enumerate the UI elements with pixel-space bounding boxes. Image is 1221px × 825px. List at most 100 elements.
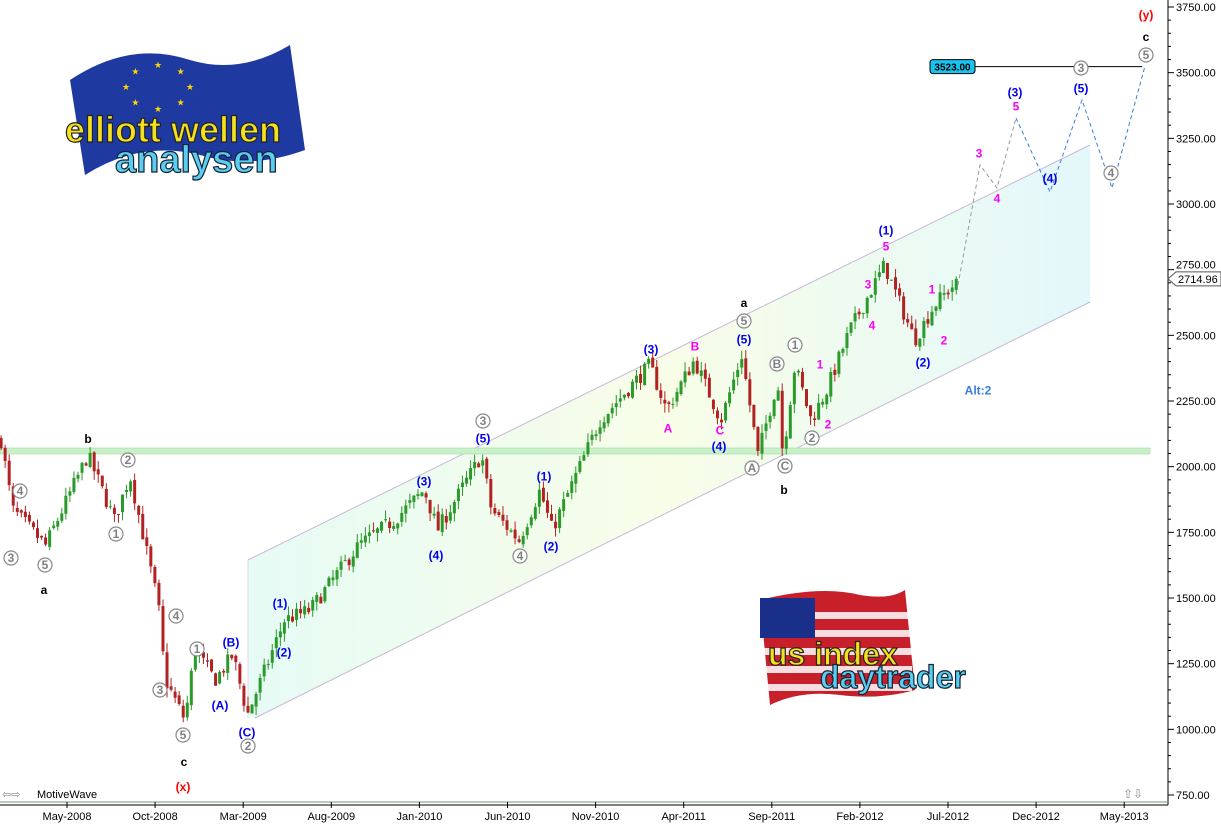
x-tick-label: Feb-2012 [836, 811, 883, 823]
scroll-arrows-icon[interactable]: ⇦⇨ [2, 789, 20, 801]
candle [837, 350, 841, 378]
candle [683, 362, 687, 388]
candle [210, 659, 214, 673]
candle [23, 505, 27, 523]
candle [635, 369, 639, 390]
candle [141, 505, 145, 540]
candle [610, 403, 614, 419]
candle [84, 461, 88, 467]
wave-label-text: c [181, 755, 188, 769]
candle [768, 412, 772, 429]
wave-label: (2) [544, 539, 559, 553]
candle [230, 654, 234, 661]
candle [671, 397, 675, 409]
svg-text:★: ★ [122, 82, 130, 92]
candle [736, 363, 740, 386]
candle [857, 308, 861, 320]
wave-label: c [181, 755, 188, 769]
candle [153, 564, 157, 587]
wave-label: 5 [175, 727, 191, 743]
candle [371, 522, 375, 533]
candle [813, 411, 817, 427]
candle [359, 533, 363, 549]
candle [869, 294, 873, 298]
svg-text:★: ★ [154, 104, 162, 114]
wave-label-text: (1) [273, 596, 288, 610]
wave-label-text: Alt:2 [965, 383, 992, 397]
candle [7, 454, 11, 491]
y-tick-label: 3250.00 [1176, 133, 1216, 145]
wave-label-text: 5 [42, 558, 49, 572]
candle [748, 372, 752, 413]
candle [667, 400, 671, 413]
candle [242, 683, 246, 712]
candle [428, 499, 432, 521]
wave-label: 1 [787, 337, 803, 353]
wave-label-text: (5) [737, 332, 752, 346]
candle [889, 279, 893, 281]
candle [760, 424, 764, 460]
candle [477, 461, 481, 468]
wave-label-text: 1 [929, 282, 936, 296]
candle [44, 533, 48, 547]
candle [622, 394, 626, 401]
candle [703, 363, 707, 387]
candle [655, 360, 659, 391]
candle [226, 648, 230, 681]
y-tick-label: 2750.00 [1176, 260, 1216, 272]
x-tick-label: Dec-2012 [1012, 811, 1060, 823]
wave-label: 2 [240, 738, 256, 754]
candle [695, 356, 699, 375]
y-tick-label: 750.00 [1176, 790, 1210, 802]
wave-label-text: 2 [825, 417, 832, 431]
candle [800, 367, 804, 391]
wave-label-text: (1) [537, 469, 552, 483]
candle [558, 507, 562, 533]
candle [456, 484, 460, 510]
candle [121, 494, 125, 521]
wave-label-text: b [780, 483, 787, 497]
candle [290, 609, 294, 623]
candle [177, 690, 181, 706]
wave-label-text: 4 [994, 191, 1001, 205]
candle [728, 386, 732, 408]
x-tick-label: Nov-2010 [572, 811, 620, 823]
zoom-arrows-icon[interactable]: ⇧⇩ [1123, 787, 1143, 801]
candle [189, 668, 193, 711]
projection-lines [957, 65, 1146, 286]
wave-label: 2 [825, 417, 832, 431]
x-tick-label: May-2008 [43, 811, 92, 823]
candle [254, 691, 258, 716]
wave-label: (1) [879, 223, 894, 237]
candle [444, 509, 448, 530]
candle [116, 513, 120, 523]
candle [715, 407, 719, 425]
x-tick-label: Jun-2010 [485, 811, 531, 823]
candle [756, 426, 760, 457]
wave-label-text: 4 [869, 318, 876, 332]
candle [885, 262, 889, 285]
candle [687, 366, 691, 376]
y-tick-label: 3000.00 [1176, 199, 1216, 211]
wave-label-text: (B) [223, 635, 240, 649]
candle [618, 389, 622, 408]
candle [894, 269, 898, 298]
current-price-tag [1167, 271, 1221, 287]
candle [432, 506, 436, 519]
wave-label: 3 [3, 550, 19, 566]
wave-label-text: C [716, 423, 725, 437]
candle [15, 501, 19, 517]
candle [181, 699, 185, 723]
candle [145, 528, 149, 555]
candlestick-series [0, 257, 958, 723]
projection-gray [957, 117, 1017, 286]
candle [307, 602, 311, 615]
candle [554, 513, 558, 537]
wave-label: (4) [712, 439, 727, 453]
candle [594, 430, 598, 441]
wave-label-text: B [773, 357, 782, 371]
wave-label-text: (2) [544, 539, 559, 553]
current-price-label: 2714.96 [1178, 274, 1218, 286]
candle [469, 460, 473, 486]
